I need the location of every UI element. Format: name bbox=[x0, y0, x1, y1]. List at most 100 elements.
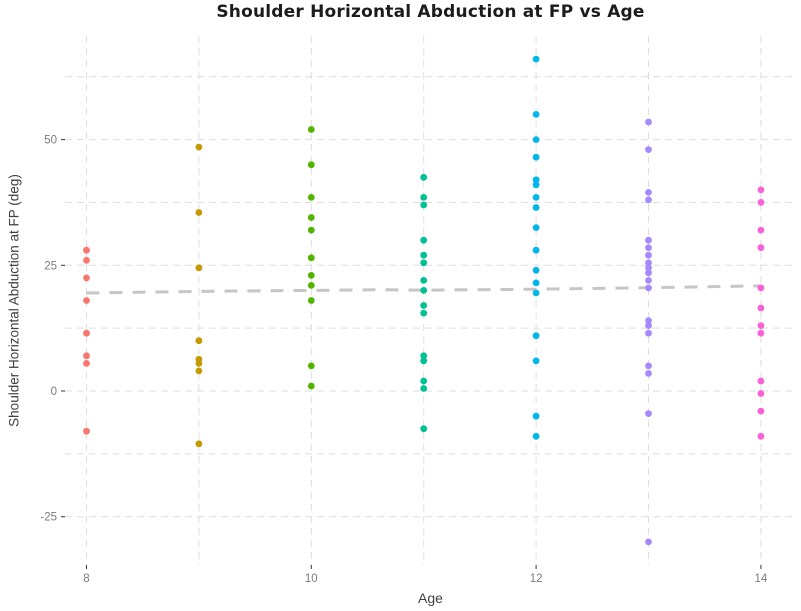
data-point bbox=[645, 236, 652, 244]
x-tick-label: 14 bbox=[755, 573, 768, 585]
data-point bbox=[645, 244, 652, 252]
data-point bbox=[757, 390, 765, 397]
data-point bbox=[645, 362, 652, 370]
data-point bbox=[195, 440, 203, 448]
data-point bbox=[532, 224, 540, 232]
data-point bbox=[645, 189, 652, 196]
data-point bbox=[420, 251, 428, 259]
data-point bbox=[307, 194, 315, 201]
data-point bbox=[83, 274, 90, 282]
data-point bbox=[307, 362, 315, 370]
data-point bbox=[420, 201, 428, 209]
data-point bbox=[420, 309, 428, 317]
data-point bbox=[645, 322, 652, 329]
data-point bbox=[532, 412, 540, 420]
data-point bbox=[307, 282, 315, 289]
data-point bbox=[757, 304, 765, 312]
data-point bbox=[757, 284, 765, 292]
data-point bbox=[532, 432, 540, 440]
data-point bbox=[532, 279, 540, 287]
data-point bbox=[195, 337, 203, 345]
data-point bbox=[307, 214, 315, 221]
data-point bbox=[420, 277, 428, 284]
x-axis-title: Age bbox=[418, 590, 443, 606]
data-point bbox=[532, 181, 540, 189]
data-point bbox=[645, 146, 652, 154]
data-point bbox=[757, 377, 765, 385]
data-point bbox=[532, 266, 540, 274]
data-point bbox=[420, 236, 428, 244]
data-point bbox=[645, 277, 652, 284]
data-point bbox=[645, 264, 652, 272]
data-point bbox=[532, 176, 540, 184]
data-point bbox=[645, 284, 652, 292]
y-axis-title: Shoulder Horizontal Abduction at FP (deg… bbox=[6, 174, 22, 427]
y-tick-label: -25 bbox=[40, 512, 57, 524]
data-point bbox=[757, 322, 765, 329]
data-point bbox=[420, 259, 428, 267]
data-point bbox=[532, 204, 540, 211]
data-point bbox=[532, 153, 540, 161]
data-point bbox=[532, 246, 540, 254]
data-point bbox=[757, 199, 765, 206]
data-point bbox=[195, 143, 203, 151]
data-point bbox=[83, 360, 90, 367]
y-tick-label: 25 bbox=[44, 260, 57, 272]
data-point bbox=[420, 357, 428, 365]
data-point bbox=[757, 432, 765, 440]
data-point bbox=[420, 377, 428, 385]
data-point bbox=[645, 329, 652, 337]
data-point bbox=[307, 272, 315, 279]
data-point bbox=[532, 357, 540, 365]
data-point bbox=[757, 186, 765, 194]
x-tick-label: 12 bbox=[530, 573, 543, 585]
data-point bbox=[420, 385, 428, 392]
data-point bbox=[83, 427, 90, 435]
data-point bbox=[307, 254, 315, 262]
data-point bbox=[645, 317, 652, 324]
data-point bbox=[645, 118, 652, 126]
data-point bbox=[307, 161, 315, 169]
x-tick-label: 8 bbox=[83, 573, 89, 585]
data-point bbox=[757, 329, 765, 337]
data-point bbox=[532, 136, 540, 144]
data-point bbox=[307, 382, 315, 390]
data-point bbox=[420, 302, 428, 309]
data-point bbox=[645, 196, 652, 204]
data-point bbox=[83, 256, 90, 264]
data-point bbox=[532, 55, 540, 63]
data-point bbox=[195, 209, 203, 216]
data-point bbox=[532, 289, 540, 297]
y-tick-label: 0 bbox=[51, 386, 57, 398]
chart-title: Shoulder Horizontal Abduction at FP vs A… bbox=[216, 2, 645, 22]
data-point bbox=[420, 173, 428, 181]
data-point bbox=[645, 259, 652, 267]
data-point bbox=[420, 352, 428, 360]
data-point bbox=[757, 226, 765, 234]
data-point bbox=[195, 264, 203, 272]
data-point bbox=[307, 226, 315, 234]
data-point bbox=[420, 194, 428, 201]
data-point bbox=[645, 370, 652, 377]
data-point bbox=[645, 410, 652, 417]
data-point bbox=[420, 425, 428, 433]
data-point bbox=[195, 360, 203, 367]
data-point bbox=[757, 244, 765, 252]
data-point bbox=[83, 297, 90, 304]
x-tick-label: 10 bbox=[305, 573, 318, 585]
data-point bbox=[532, 332, 540, 340]
y-tick-label: 50 bbox=[44, 135, 57, 147]
data-point bbox=[645, 269, 652, 277]
data-point bbox=[83, 352, 90, 360]
data-point bbox=[532, 111, 540, 118]
data-point bbox=[307, 297, 315, 304]
data-point bbox=[645, 538, 652, 546]
data-point bbox=[83, 329, 90, 337]
data-point bbox=[195, 367, 203, 375]
data-point bbox=[83, 246, 90, 254]
data-point bbox=[532, 194, 540, 201]
data-point bbox=[420, 287, 428, 294]
data-point bbox=[645, 251, 652, 259]
